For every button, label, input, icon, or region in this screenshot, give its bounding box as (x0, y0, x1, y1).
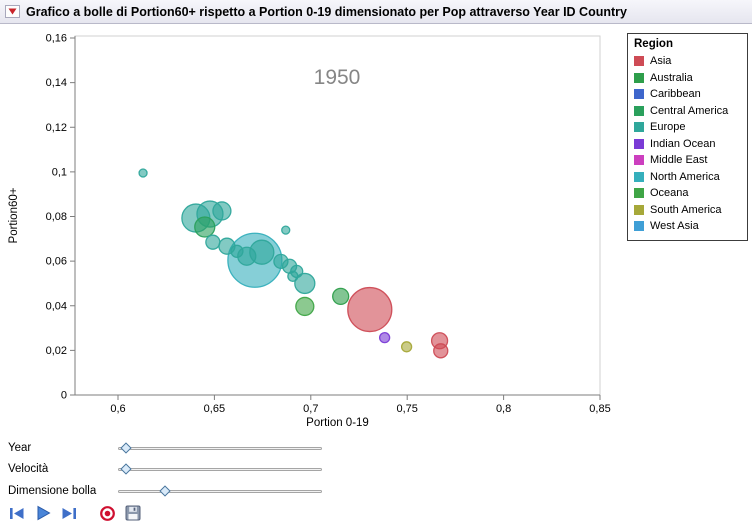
legend-swatch (634, 221, 644, 232)
legend-label: Australia (650, 71, 693, 84)
legend-item[interactable]: Indian Ocean (634, 136, 741, 153)
legend-label: Oceana (650, 187, 689, 200)
legend-swatch (634, 56, 644, 67)
legend-item[interactable]: Central America (634, 103, 741, 120)
y-axis-label: Portion60+ (8, 187, 20, 243)
legend-item[interactable]: West Asia (634, 218, 741, 235)
legend-label: Asia (650, 55, 672, 68)
step-forward-button[interactable] (58, 503, 80, 523)
year-slider-thumb[interactable] (120, 442, 132, 454)
legend-item[interactable]: Asia (634, 53, 741, 70)
speed-slider-track[interactable] (118, 468, 322, 471)
speed-slider-label: Velocità (8, 463, 49, 475)
speed-slider[interactable] (118, 462, 322, 478)
x-tick-label: 0,75 (396, 403, 417, 415)
y-tick-label: 0,14 (46, 77, 67, 89)
legend-swatch (634, 105, 644, 116)
bubble[interactable] (138, 168, 148, 178)
play-button[interactable] (32, 503, 54, 523)
y-tick-label: 0,1 (52, 166, 67, 178)
legend-label: Europe (650, 121, 686, 134)
bubble-plot[interactable]: 0,6 0,65 0,7 0,75 0,8 0,85 0 0,02 0,04 0,06 0,08 0,… (0, 26, 620, 436)
legend-item[interactable]: Oceana (634, 185, 741, 202)
legend-swatch (634, 72, 644, 83)
year-annotation: 1950 (314, 66, 361, 89)
record-icon (99, 505, 115, 521)
bubble[interactable] (332, 287, 350, 306)
save-icon (125, 505, 141, 521)
bubble[interactable] (194, 216, 216, 238)
legend-swatch (634, 155, 644, 166)
legend-label: West Asia (650, 220, 699, 233)
bubble[interactable] (378, 332, 391, 344)
legend-item[interactable]: Middle East (634, 152, 741, 169)
bubble[interactable] (400, 341, 413, 353)
legend-swatch (634, 204, 644, 215)
speed-slider-thumb[interactable] (120, 463, 132, 475)
legend-item[interactable]: Caribbean (634, 86, 741, 103)
step-backward-button[interactable] (6, 503, 28, 523)
y-tick-label: 0,12 (46, 122, 67, 134)
y-tick-label: 0 (61, 390, 67, 402)
record-button[interactable] (96, 503, 118, 523)
legend-label: Central America (650, 104, 729, 117)
year-slider-track[interactable] (118, 447, 322, 450)
y-tick-label: 0,04 (46, 300, 67, 312)
y-tick-label: 0,02 (46, 345, 67, 357)
bubble[interactable] (294, 272, 316, 295)
x-axis-label: Portion 0-19 (306, 417, 369, 429)
region-legend: Region Asia Australia Caribbean Central Ame… (627, 33, 748, 241)
plot-frame (74, 35, 601, 396)
x-tick-label: 0,7 (303, 403, 318, 415)
title-bar: Grafico a bolle di Portion60+ rispetto a… (0, 0, 752, 24)
legend-item[interactable]: Australia (634, 70, 741, 87)
bubble[interactable] (205, 234, 221, 250)
window-title: Grafico a bolle di Portion60+ rispetto a… (26, 4, 627, 19)
legend-label: Middle East (650, 154, 708, 167)
legend-swatch (634, 188, 644, 199)
legend-item[interactable]: North America (634, 169, 741, 186)
disclosure-triangle-icon[interactable] (5, 5, 20, 18)
bubble[interactable] (281, 225, 291, 235)
x-tick-label: 0,65 (204, 403, 225, 415)
legend-item[interactable]: South America (634, 202, 741, 219)
step-backward-icon (10, 507, 24, 519)
legend-swatch (634, 89, 644, 100)
y-tick-label: 0,06 (46, 256, 67, 268)
bubble-size-slider-thumb[interactable] (159, 485, 171, 497)
legend-item[interactable]: Europe (634, 119, 741, 136)
x-tick-label: 0,8 (496, 403, 511, 415)
y-tick-label: 0,08 (46, 211, 67, 223)
play-icon (37, 505, 51, 521)
region-legend-items: Asia Australia Caribbean Central America Eur… (634, 53, 741, 235)
bubble[interactable] (249, 239, 275, 265)
legend-label: North America (650, 170, 720, 183)
year-slider-label: Year (8, 442, 32, 454)
x-tick-label: 0,85 (589, 403, 610, 415)
legend-swatch (634, 138, 644, 149)
y-tick-label: 0,16 (46, 33, 67, 45)
legend-label: Caribbean (650, 88, 701, 101)
bubble-size-slider-label: Dimensione bolla (8, 485, 97, 497)
step-forward-icon (62, 507, 76, 519)
bubble[interactable] (295, 296, 315, 317)
bubble-size-slider-track[interactable] (118, 490, 322, 493)
bubble[interactable] (212, 201, 232, 221)
legend-title: Region (634, 38, 673, 50)
red-triangle-glyph (8, 8, 17, 15)
year-slider[interactable] (118, 441, 322, 457)
legend-label: Indian Ocean (650, 137, 716, 150)
legend-swatch (634, 171, 644, 182)
x-tick-label: 0,6 (110, 403, 125, 415)
legend-label: South America (650, 203, 722, 216)
bubble[interactable] (347, 286, 393, 333)
save-button[interactable] (122, 503, 144, 523)
bubble[interactable] (433, 343, 449, 359)
legend-swatch (634, 122, 644, 133)
bubble-size-slider[interactable] (118, 484, 322, 500)
